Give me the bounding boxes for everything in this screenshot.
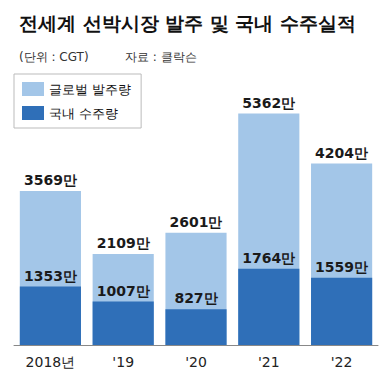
svg-text:'19: '19 [112,354,134,370]
svg-text:'20: '20 [185,354,207,370]
svg-text:'22: '22 [331,354,353,370]
svg-text:4204만: 4204만 [315,145,368,161]
svg-text:글로벌 발주량: 글로벌 발주량 [49,82,131,97]
svg-text:자료 : 클락슨: 자료 : 클락슨 [125,50,197,64]
svg-text:3569만: 3569만 [24,172,77,188]
svg-text:827만: 827만 [174,290,217,306]
svg-text:(단위 : CGT): (단위 : CGT) [19,50,89,64]
svg-text:1764만: 1764만 [242,250,295,266]
svg-text:1353만: 1353만 [24,268,77,284]
svg-text:2018년: 2018년 [26,354,76,370]
svg-text:2109만: 2109만 [97,235,150,251]
svg-text:2601만: 2601만 [170,214,223,230]
svg-text:전세계 선박시장 발주 및 국내 수주실적: 전세계 선박시장 발주 및 국내 수주실적 [19,12,356,34]
svg-text:1559만: 1559만 [315,259,368,275]
svg-text:5362만: 5362만 [242,95,295,111]
svg-text:국내 수주량: 국내 수주량 [49,106,118,121]
svg-text:1007만: 1007만 [97,283,150,299]
svg-text:'21: '21 [258,354,280,370]
